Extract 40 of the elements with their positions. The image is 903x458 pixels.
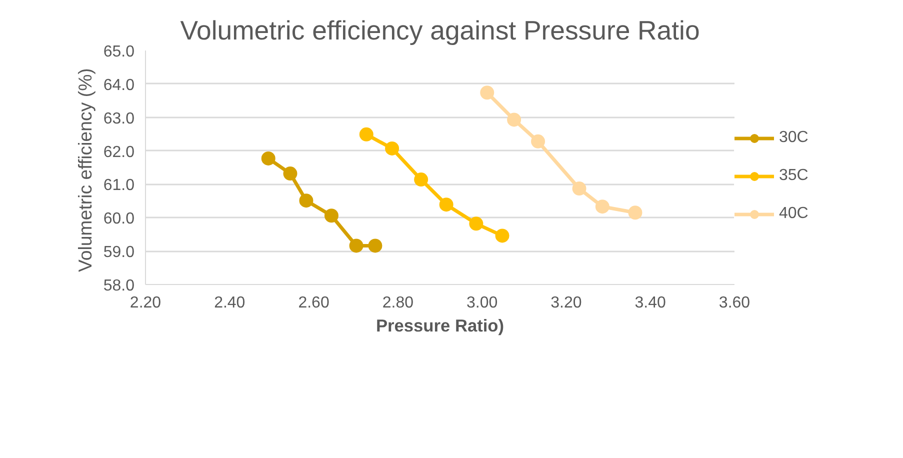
point bbox=[283, 166, 298, 181]
y-tick-label: 64.0 bbox=[103, 76, 135, 94]
point bbox=[414, 172, 428, 187]
y-tick-label: 59.0 bbox=[103, 244, 135, 262]
y-tick-label: 60.0 bbox=[103, 210, 135, 228]
y-tick-label: 65.0 bbox=[103, 44, 135, 60]
point bbox=[324, 208, 338, 223]
point bbox=[469, 216, 484, 231]
y-axis-title: Volumetric efficiency (%) bbox=[74, 68, 96, 272]
y-tick-label: 58.0 bbox=[103, 278, 135, 294]
y-tick-label: 63.0 bbox=[103, 110, 135, 128]
y-tick-label: 62.0 bbox=[103, 144, 135, 161]
point bbox=[439, 198, 454, 212]
x-axis-title: Pressure Ratio) bbox=[376, 316, 504, 336]
point bbox=[261, 151, 276, 166]
x-tick-label: 3.60 bbox=[718, 294, 750, 312]
legend-label: 40C bbox=[779, 205, 808, 223]
point bbox=[531, 134, 546, 148]
x-tick-label: 2.20 bbox=[130, 294, 162, 312]
point bbox=[507, 112, 522, 127]
point bbox=[628, 206, 642, 220]
chart-title: Volumetric efficiency against Pressure Ratio bbox=[180, 16, 700, 46]
point bbox=[359, 127, 374, 142]
point bbox=[480, 86, 494, 100]
point bbox=[299, 194, 314, 208]
x-tick-label: 2.60 bbox=[298, 294, 330, 312]
point bbox=[385, 141, 400, 156]
y-tick-label: 61.0 bbox=[103, 177, 135, 194]
legend-label: 35C bbox=[779, 167, 808, 185]
x-tick-label: 3.20 bbox=[550, 294, 582, 312]
x-tick-label: 2.80 bbox=[382, 294, 414, 312]
x-tick-label: 3.40 bbox=[634, 294, 666, 312]
point bbox=[595, 200, 610, 214]
point bbox=[572, 182, 586, 196]
x-tick-label: 3.00 bbox=[466, 294, 498, 312]
point bbox=[368, 238, 382, 253]
x-tick-label: 2.40 bbox=[214, 294, 246, 312]
point bbox=[349, 238, 364, 253]
point bbox=[495, 228, 510, 243]
legend-label: 30C bbox=[779, 129, 808, 147]
